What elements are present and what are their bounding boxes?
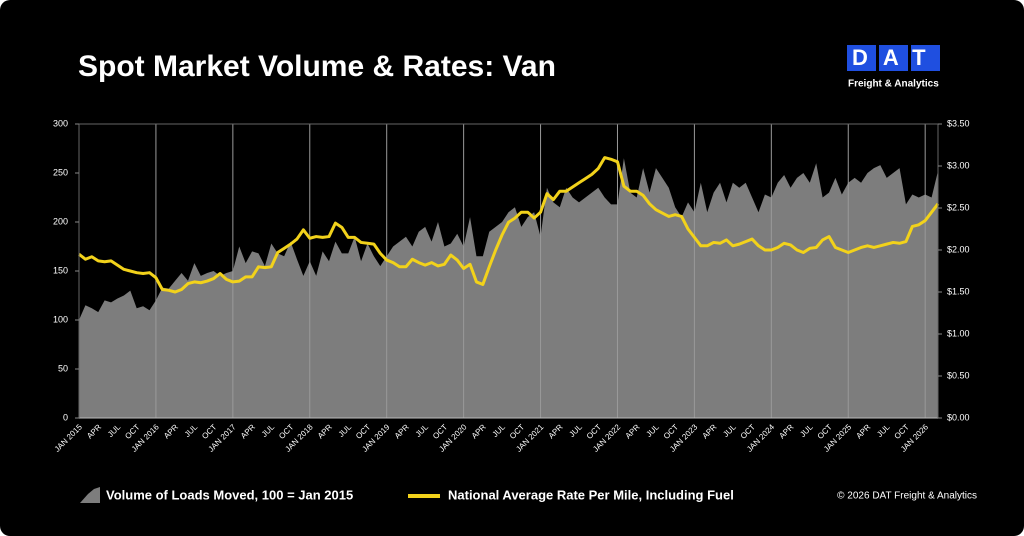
y-tick-label: 50 <box>58 363 68 373</box>
y2-tick-label: $3.50 <box>947 118 970 128</box>
logo-box <box>911 45 940 71</box>
y2-tick-label: $2.00 <box>947 244 970 254</box>
logo-box <box>847 45 876 71</box>
legend-label: National Average Rate Per Mile, Includin… <box>448 487 734 502</box>
legend-swatch <box>80 487 100 503</box>
rate-line <box>78 156 940 294</box>
y-tick-label: 250 <box>53 167 68 177</box>
copyright: © 2026 DAT Freight & Analytics <box>837 491 977 502</box>
chart-title: Spot Market Volume & Rates: Van <box>78 50 556 83</box>
y-tick-label: 300 <box>53 118 68 128</box>
y-tick-label: 200 <box>53 216 68 226</box>
logo-box <box>879 45 908 71</box>
y2-tick-label: $0.50 <box>947 370 970 380</box>
legend-label: Volume of Loads Moved, 100 = Jan 2015 <box>106 487 353 502</box>
logo: DAT <box>852 45 941 70</box>
y2-tick-label: $0.00 <box>947 412 970 422</box>
volume-area <box>79 158 938 419</box>
y2-tick-label: $3.00 <box>947 160 970 170</box>
logo-tagline: Freight & Analytics <box>848 79 939 90</box>
y-tick-label: 0 <box>63 412 68 422</box>
y2-tick-label: $1.00 <box>947 328 970 338</box>
y2-tick-label: $1.50 <box>947 286 970 296</box>
y-tick-label: 100 <box>53 314 68 324</box>
y-tick-label: 150 <box>53 265 68 275</box>
y2-tick-label: $2.50 <box>947 202 970 212</box>
